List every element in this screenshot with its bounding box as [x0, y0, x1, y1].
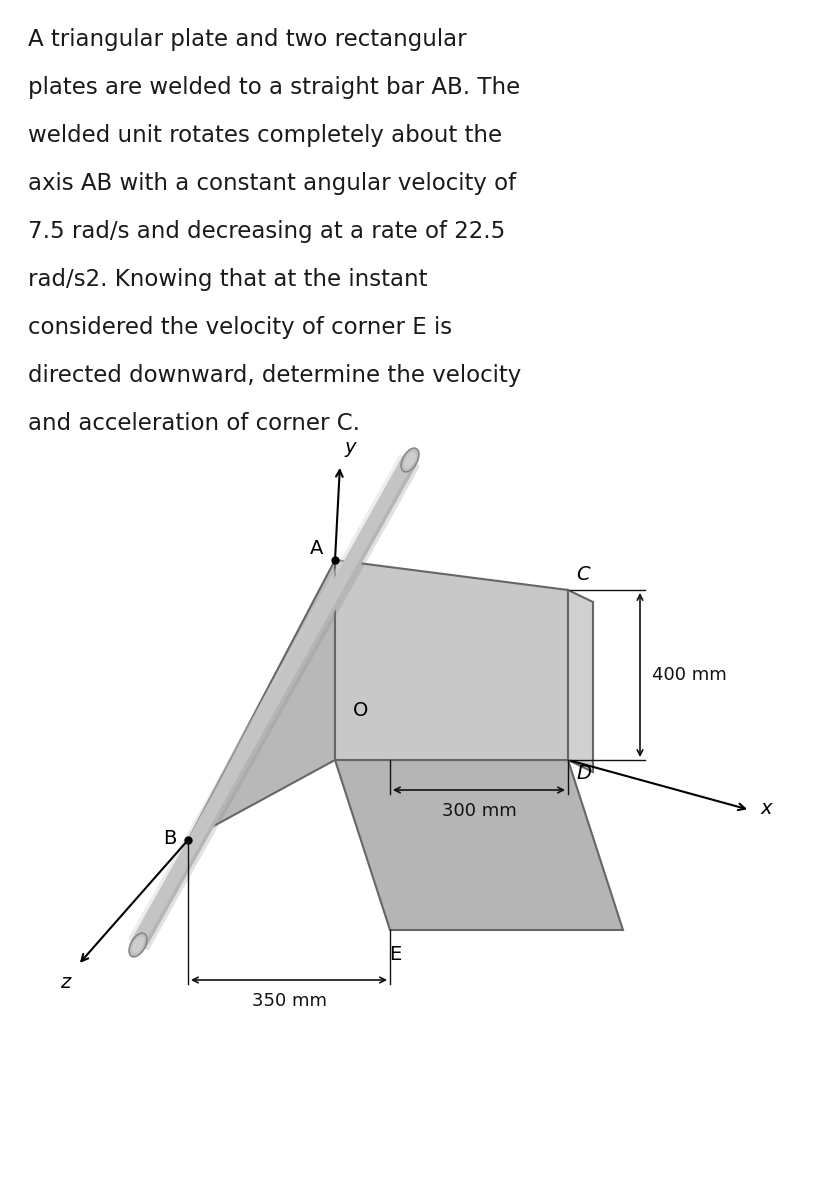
Text: x: x	[760, 798, 772, 817]
Text: 7.5 rad/s and decreasing at a rate of 22.5: 7.5 rad/s and decreasing at a rate of 22…	[28, 220, 505, 242]
Ellipse shape	[129, 934, 147, 956]
Polygon shape	[568, 590, 593, 772]
Text: directed downward, determine the velocity: directed downward, determine the velocit…	[28, 364, 521, 386]
Polygon shape	[335, 760, 623, 930]
Text: D: D	[576, 764, 591, 782]
Text: E: E	[389, 946, 401, 964]
Text: considered the velocity of corner E is: considered the velocity of corner E is	[28, 316, 452, 338]
Text: C: C	[576, 565, 589, 584]
Text: A: A	[310, 539, 323, 558]
Ellipse shape	[132, 937, 144, 953]
Ellipse shape	[404, 451, 416, 468]
Text: 300 mm: 300 mm	[442, 802, 516, 820]
Text: z: z	[60, 973, 70, 992]
Text: 400 mm: 400 mm	[652, 666, 727, 684]
Ellipse shape	[401, 448, 419, 472]
Text: A triangular plate and two rectangular: A triangular plate and two rectangular	[28, 28, 466, 50]
Text: B: B	[163, 828, 176, 847]
Text: welded unit rotates completely about the: welded unit rotates completely about the	[28, 124, 502, 146]
Text: y: y	[344, 438, 355, 457]
Text: plates are welded to a straight bar AB. The: plates are welded to a straight bar AB. …	[28, 76, 520, 98]
Text: 350 mm: 350 mm	[251, 992, 326, 1010]
Polygon shape	[188, 560, 335, 840]
Text: axis AB with a constant angular velocity of: axis AB with a constant angular velocity…	[28, 172, 516, 194]
Polygon shape	[335, 560, 568, 760]
Text: O: O	[353, 701, 369, 720]
Text: and acceleration of corner C.: and acceleration of corner C.	[28, 412, 360, 434]
Text: rad/s2. Knowing that at the instant: rad/s2. Knowing that at the instant	[28, 268, 427, 290]
